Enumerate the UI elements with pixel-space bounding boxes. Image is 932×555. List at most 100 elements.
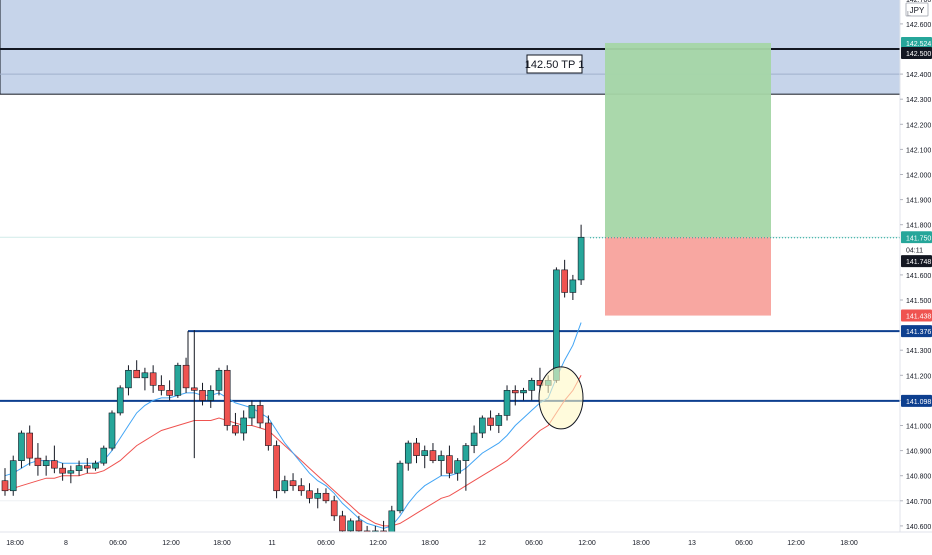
time-axis[interactable]: 18:00 8 06:00 12:00 18:00 11 06:00 12:00 18:00 12… [0, 531, 932, 550]
candle-body [84, 465, 91, 469]
candle [297, 478, 305, 496]
candle-body [67, 470, 75, 474]
candle-body [429, 450, 437, 461]
candle-body [421, 450, 429, 456]
candle-body [100, 447, 108, 464]
highlight-ellipse[interactable] [538, 366, 584, 430]
price-tick-label: 140.800 [906, 474, 931, 481]
currency-badge[interactable]: JPY [905, 2, 929, 17]
candle [479, 415, 486, 439]
candle-body [511, 390, 519, 394]
candle-body [289, 480, 297, 487]
candle-body [306, 490, 313, 499]
candle [182, 357, 190, 393]
support-price-tag-text: 141.098 [906, 399, 931, 406]
time-axis-label: 12:00 [787, 540, 805, 547]
tp-label-box[interactable]: 142.50 TP 1 [525, 54, 585, 74]
candle-body [108, 412, 116, 449]
time-axis-label: 18:00 [213, 540, 231, 547]
resistance-price-tag-text: 141.376 [906, 329, 931, 336]
currency-label: JPY [910, 6, 925, 15]
candle-body [561, 269, 568, 293]
time-axis-label: 12 [478, 540, 486, 547]
price-tick-label: 142.400 [906, 72, 931, 79]
candle-body [240, 417, 247, 434]
candle-body [470, 432, 478, 446]
candle-body [248, 405, 256, 419]
candle [125, 365, 132, 396]
time-axis-label: 18:00 [840, 540, 858, 547]
time-axis-label: 06:00 [317, 540, 335, 547]
time-axis-label: 11 [268, 540, 275, 547]
price-tick-label: 142.200 [906, 122, 931, 129]
long-position-target-area[interactable] [605, 42, 771, 238]
long-position-stop-area[interactable] [605, 237, 771, 316]
candle-body [339, 515, 346, 532]
last-price-tag-text: 141.748 [906, 259, 931, 266]
candle-body [495, 415, 503, 426]
entry-price-tag: 141.750 [901, 231, 932, 244]
entry-price-tag-text: 141.750 [906, 235, 931, 242]
candle [281, 475, 289, 494]
candle-body [388, 510, 396, 534]
price-tick-label: 141.300 [906, 348, 931, 355]
candle-body [462, 445, 470, 461]
candle-body [322, 492, 330, 502]
candle-body [487, 417, 494, 426]
candle [248, 400, 256, 426]
candle [446, 445, 453, 479]
candle-body [190, 387, 198, 391]
candle-body [141, 372, 149, 379]
time-axis-labels: 18:00 8 06:00 12:00 18:00 11 06:00 12:00 18:00 12… [6, 540, 858, 547]
candle [9, 455, 17, 496]
candle-body [199, 390, 206, 401]
time-axis-label: 06:00 [525, 540, 543, 547]
price-tick-label: 142.700 [906, 0, 931, 4]
price-tick-label: 141.200 [906, 373, 931, 380]
time-axis-label: 06:00 [109, 540, 127, 547]
candle-body [404, 442, 412, 464]
candle-body [355, 520, 363, 532]
price-axis[interactable]: 142.700 142.600 142.400 142.300 142.200 142.1… [899, 0, 932, 532]
candle [256, 400, 264, 429]
candle-body [125, 369, 132, 389]
candle-body [166, 390, 173, 396]
stop-price-tag-text: 141.438 [906, 314, 931, 321]
candle [215, 367, 223, 396]
candle [223, 365, 231, 431]
candle-body [454, 460, 461, 474]
bar-countdown-tag: 04:11 [901, 243, 932, 256]
zone-level-price-tag-text: 142.500 [906, 51, 931, 58]
candle [108, 410, 116, 451]
candle [273, 440, 280, 499]
candle-body [479, 417, 486, 434]
candle [133, 360, 140, 379]
last-price-tag: 141.748 [901, 255, 932, 268]
time-axis-label: 12:00 [162, 540, 180, 547]
candle [569, 274, 577, 300]
target-price-tag-text: 142.524 [906, 41, 931, 48]
price-axis-tags: 142.524 142.500 141.750 04:11 141.748 141.438… [901, 36, 932, 407]
candle [322, 488, 330, 504]
candle-body [553, 269, 560, 381]
candle-body [281, 480, 289, 492]
candle [528, 377, 536, 401]
candle-body [569, 279, 577, 293]
candle [59, 463, 66, 481]
candle-body [256, 405, 264, 424]
candle [421, 445, 429, 469]
candle-body [232, 425, 239, 434]
tp-label-text: 142.50 TP 1 [525, 59, 585, 71]
candle [503, 385, 511, 421]
resistance-price-tag: 141.376 [901, 325, 932, 338]
candle [454, 458, 461, 481]
candle [330, 495, 338, 521]
price-tick-label: 141.000 [906, 424, 931, 431]
price-tick-label: 140.600 [906, 524, 931, 531]
candle-body [18, 432, 25, 461]
candle [116, 385, 124, 416]
candle [207, 385, 215, 408]
time-axis-label: 13 [688, 540, 696, 547]
